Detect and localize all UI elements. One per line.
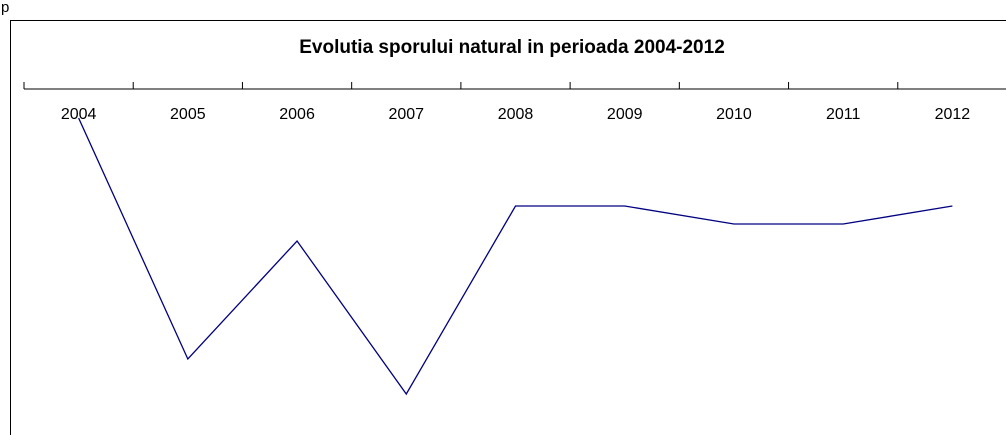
x-tick-label: 2004 [61, 106, 97, 123]
x-tick-label: 2009 [607, 106, 643, 123]
x-tick-label: 2006 [279, 106, 315, 123]
x-tick-label: 2008 [498, 106, 534, 123]
x-tick-label: 2005 [170, 106, 206, 123]
x-tick-label: 2011 [826, 106, 861, 123]
x-tick-label: 2007 [388, 106, 424, 123]
chart-title: Evolutia sporului natural in perioada 20… [299, 37, 725, 58]
x-tick-label: 2012 [935, 106, 971, 123]
data-line [78, 117, 953, 396]
header-text: p [1, 0, 9, 16]
x-tick-label: 2010 [716, 106, 752, 123]
chart-border [10, 20, 1006, 435]
